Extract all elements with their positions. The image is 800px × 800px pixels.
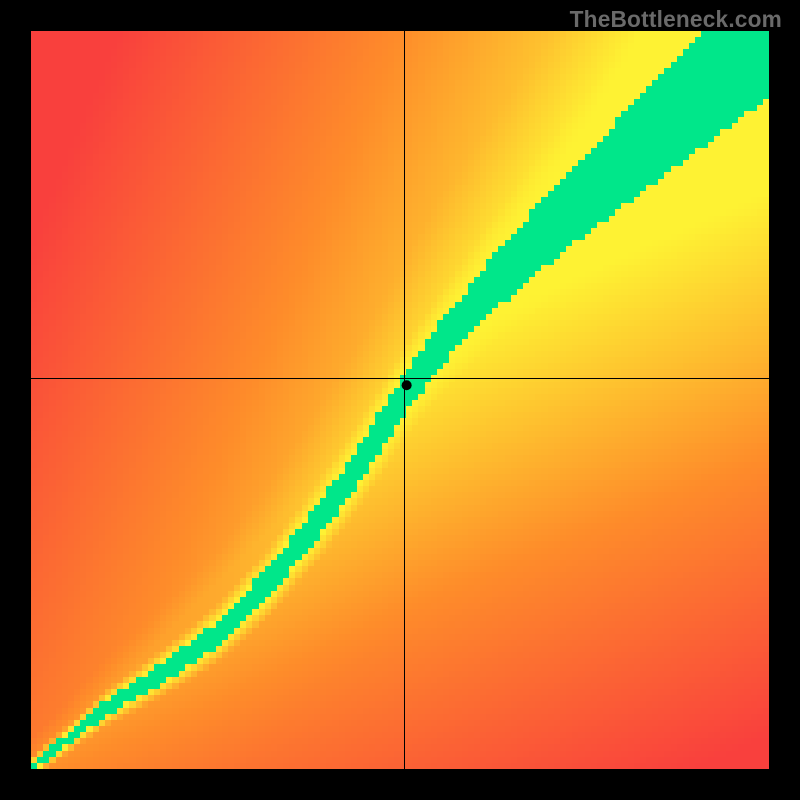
chart-frame: TheBottleneck.com bbox=[0, 0, 800, 800]
watermark-text: TheBottleneck.com bbox=[570, 6, 782, 33]
bottleneck-heatmap bbox=[31, 31, 769, 769]
